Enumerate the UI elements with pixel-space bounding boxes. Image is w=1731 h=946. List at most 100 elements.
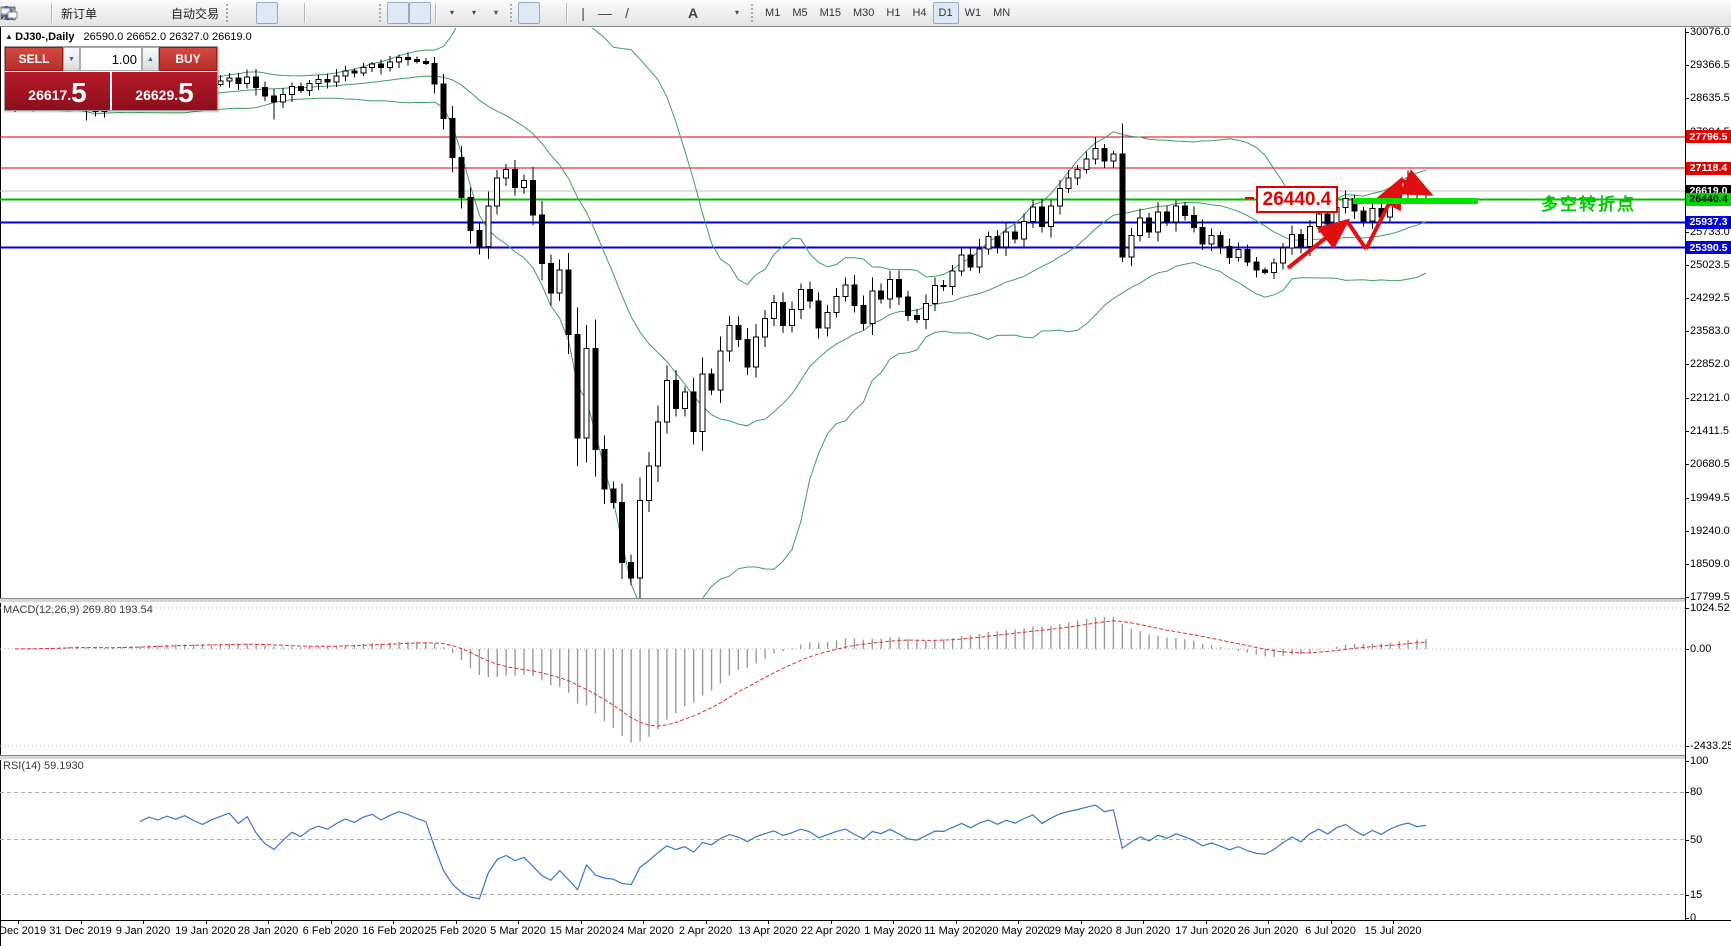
auto-scroll-button[interactable] — [1, 2, 410, 24]
candle-bull — [842, 284, 849, 297]
candle-bull — [360, 66, 367, 74]
date-tick-mark — [1080, 920, 1082, 924]
macd-pane[interactable] — [0, 601, 1685, 756]
candle-bull — [1405, 187, 1412, 195]
price-tag-27118.4: 27118.4 — [1686, 161, 1731, 175]
toolbar-drag-handle[interactable] — [226, 4, 231, 22]
candle-bear — [1226, 245, 1233, 258]
timeframe-m15[interactable]: M15 — [819, 7, 841, 19]
candle-bull — [637, 499, 644, 579]
date-tick-mark — [1393, 920, 1394, 924]
search-button[interactable] — [1, 2, 1706, 24]
timeframe-mn[interactable]: MN — [993, 7, 1011, 19]
timeframe-m30[interactable]: M30 — [853, 7, 875, 19]
turning-point-note[interactable]: 多空转折点 — [1541, 195, 1636, 214]
date-tick-mark — [1330, 920, 1332, 924]
vertical-line-tool-button[interactable]: | — [572, 2, 594, 24]
fibonacci-tool-button[interactable]: F — [1, 2, 682, 24]
cursor-tool-button[interactable] — [1, 2, 541, 24]
volume-input[interactable]: 1.00 — [80, 47, 142, 71]
sell-price-display[interactable]: 26617. 5 — [5, 72, 110, 110]
line-chart-mode-button[interactable] — [0, 2, 300, 24]
buy-button[interactable]: BUY — [159, 47, 217, 71]
arrows-tool-button[interactable]: ▾ — [1, 2, 748, 24]
main-chart-pane[interactable] — [0, 28, 1685, 601]
candle-bull — [1021, 220, 1028, 240]
timeframe-m5[interactable]: M5 — [792, 7, 808, 19]
candle-bull — [1003, 231, 1010, 248]
candle-bull — [663, 380, 670, 423]
timeframe-m1[interactable]: M1 — [765, 7, 781, 19]
timeframe-w1[interactable]: W1 — [964, 7, 982, 19]
horizontal-line-tool-button[interactable]: — — [594, 2, 616, 24]
styler-button[interactable] — [0, 2, 123, 24]
candle-bull — [333, 75, 340, 83]
timeframe-d1[interactable]: D1 — [932, 2, 959, 24]
channel-tool-button[interactable]: E — [0, 2, 660, 24]
candle-bull — [494, 177, 501, 207]
date-label: 22 Apr 2020 — [800, 925, 861, 937]
zoom-in-button[interactable] — [1, 2, 332, 24]
profile-button[interactable] — [0, 2, 145, 24]
new-order-button[interactable]: 新订单 — [0, 2, 101, 24]
date-label: 25 Feb 2020 — [424, 925, 487, 937]
price-tick-mark — [1685, 330, 1689, 332]
candle-bear — [458, 156, 465, 199]
price-tick-mark — [1685, 597, 1689, 598]
rsi-pane[interactable] — [0, 758, 1685, 920]
candle-bear — [1119, 153, 1126, 258]
pane-separator[interactable] — [0, 598, 1685, 603]
date-label: 15 Jul 2020 — [1364, 925, 1422, 937]
auto-trading-button[interactable]: 自动交易 — [0, 2, 223, 24]
trendline-tool-button[interactable]: / — [616, 2, 638, 24]
price-tick-mark — [1685, 32, 1689, 33]
chart-shift-button[interactable] — [1, 2, 432, 24]
support-zone-bar[interactable] — [1353, 198, 1478, 204]
toolbar-drag-handle[interactable] — [379, 4, 384, 22]
toolbar-drag-handle[interactable] — [751, 4, 756, 22]
zoom-out-button[interactable] — [1, 2, 354, 24]
chat-button[interactable] — [0, 2, 1728, 24]
candle-bear — [1360, 210, 1367, 222]
macd-tick-mark — [1685, 745, 1689, 747]
bar-chart-mode-button[interactable] — [1, 2, 256, 24]
strategy-tester-button[interactable] — [0, 2, 47, 24]
indicators-button[interactable]: ▾ — [0, 2, 463, 24]
candle-bull — [1065, 177, 1072, 189]
candle-bear — [994, 236, 1001, 248]
date-tick-mark — [80, 920, 82, 924]
timeframe-h1[interactable]: H1 — [886, 7, 901, 19]
pane-separator[interactable] — [0, 755, 1685, 760]
price-tag-27796.5: 27796.5 — [1686, 130, 1731, 144]
date-label: 11 May 2020 — [924, 925, 987, 937]
candle-bear — [1217, 235, 1224, 247]
volume-increase-button[interactable]: ▲ — [142, 47, 159, 71]
candlestick-mode-button[interactable] — [1, 2, 279, 24]
level-annotation-box[interactable]: 26440.4 — [1256, 186, 1338, 213]
date-tick-mark — [893, 920, 894, 924]
timeframe-h4[interactable]: H4 — [912, 7, 927, 19]
candle-bull — [521, 179, 528, 188]
templates-button[interactable]: ▾ — [0, 2, 507, 24]
candle-bull — [797, 289, 804, 310]
date-label: 24 Mar 2020 — [612, 925, 674, 937]
text-tool-button[interactable]: A — [682, 2, 704, 24]
text-label-tool-button[interactable]: T — [0, 2, 726, 24]
toolbar-drag-handle[interactable] — [510, 4, 515, 22]
candle-bull — [958, 254, 965, 272]
level-pointer-dash — [1245, 197, 1254, 199]
crosshair-tool-button[interactable] — [1, 2, 562, 24]
candle-bear — [449, 117, 456, 158]
volume-decrease-button[interactable]: ▼ — [63, 47, 80, 71]
price-tick-label: 18509.0 — [1690, 558, 1730, 571]
ohlc-readout: 26590.0 26652.0 26327.0 26619.0 — [83, 31, 252, 43]
candle-bull — [1030, 206, 1037, 222]
news-button[interactable] — [1, 2, 167, 24]
candle-bull — [226, 77, 233, 82]
sell-button[interactable]: SELL — [5, 47, 63, 71]
periods-button[interactable]: ▾ — [0, 2, 485, 24]
buy-price-display[interactable]: 26629. 5 — [110, 72, 217, 110]
price-tick-label: 19949.5 — [1690, 492, 1730, 505]
candle-bear — [1324, 213, 1331, 225]
tile-windows-button[interactable] — [1, 2, 376, 24]
